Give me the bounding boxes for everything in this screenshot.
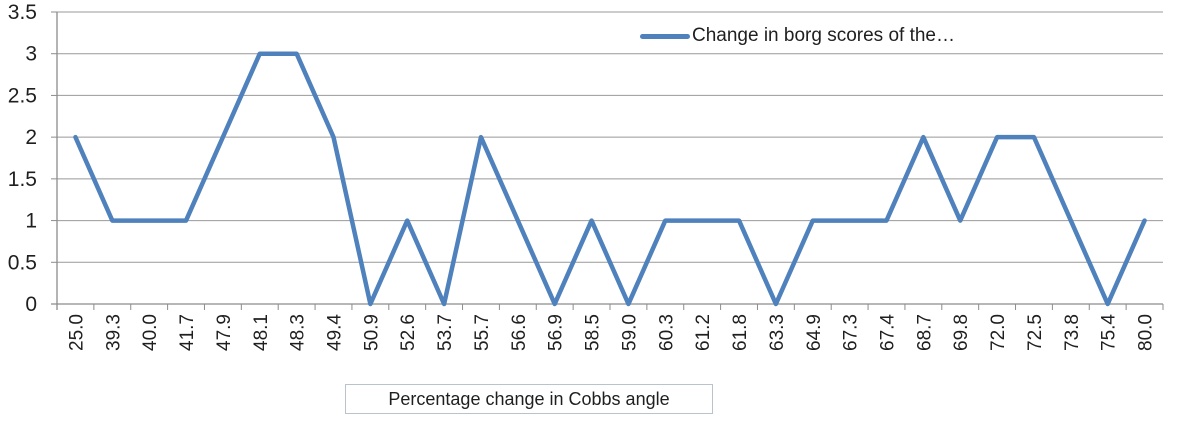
x-tick-label: 72.5 [1025, 314, 1046, 351]
y-tick-label: 2.5 [8, 84, 37, 107]
x-tick-label: 47.9 [214, 314, 235, 351]
y-tick-label: 3 [25, 43, 37, 66]
x-tick-label: 72.0 [988, 314, 1009, 351]
x-tick-label: 40.0 [140, 314, 161, 351]
y-tick-label: 2 [25, 126, 37, 149]
x-tick-label: 48.3 [288, 314, 309, 351]
x-axis-title: Percentage change in Cobbs angle [388, 388, 670, 409]
x-tick-label: 50.9 [361, 314, 382, 351]
x-tick-label: 55.7 [472, 314, 493, 351]
series-line [73, 51, 1147, 307]
x-tick-label: 69.8 [951, 314, 972, 351]
x-tick-label: 53.7 [435, 314, 456, 351]
x-tick-label: 61.8 [730, 314, 751, 351]
x-tick-label: 73.8 [1062, 314, 1083, 351]
x-tick-label: 67.4 [878, 314, 899, 351]
x-tick-label: 61.2 [693, 314, 714, 351]
x-tick-label: 58.5 [583, 314, 604, 351]
x-tick-label: 52.6 [398, 314, 419, 351]
x-axis-title-box[interactable]: Percentage change in Cobbs angle [345, 384, 713, 414]
x-tick-label: 68.7 [914, 314, 935, 351]
x-tick-label: 80.0 [1136, 314, 1157, 351]
x-tick-label: 67.3 [841, 314, 862, 351]
y-tick-label: 1.5 [8, 168, 37, 191]
x-tick-label: 56.9 [546, 314, 567, 351]
x-tick-label: 60.3 [656, 314, 677, 351]
x-tick-label: 56.6 [509, 314, 530, 351]
x-tick-label: 39.3 [103, 314, 124, 351]
y-tick-label: 1 [25, 210, 37, 233]
y-tick-label: 0 [25, 293, 37, 316]
x-tick-label: 59.0 [619, 314, 640, 351]
legend-line-marker [640, 33, 690, 39]
x-tick-label: 41.7 [177, 314, 198, 351]
x-tick-label: 75.4 [1099, 314, 1120, 351]
x-tick-label: 64.9 [804, 314, 825, 351]
legend[interactable]: Change in borg scores of the… [640, 24, 955, 48]
x-tick-label: 25.0 [66, 314, 87, 351]
legend-label: Change in borg scores of the… [692, 25, 955, 46]
y-tick-label: 3.5 [8, 1, 37, 24]
y-tick-label: 0.5 [8, 251, 37, 274]
x-tick-label: 63.3 [767, 314, 788, 351]
x-tick-label: 48.1 [251, 314, 272, 351]
x-tick-label: 49.4 [325, 314, 346, 351]
